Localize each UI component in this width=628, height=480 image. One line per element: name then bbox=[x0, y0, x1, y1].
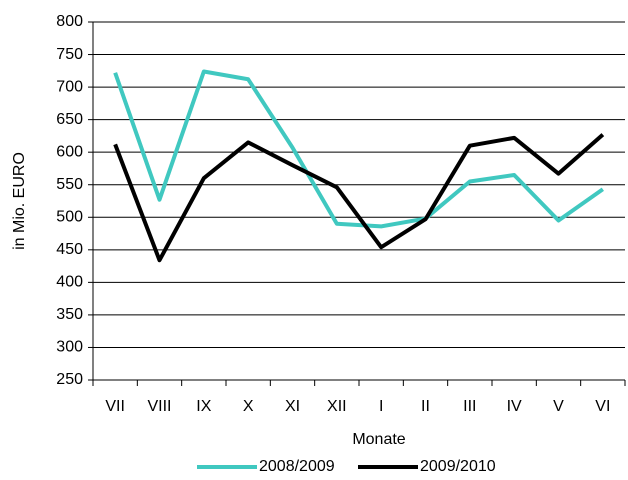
series-line bbox=[113, 69, 604, 229]
x-tick-label: XII bbox=[327, 398, 347, 415]
y-tick-label: 350 bbox=[56, 306, 83, 323]
x-tick-label: VI bbox=[595, 398, 610, 415]
y-tick-label: 650 bbox=[56, 111, 83, 128]
y-tick-label: 700 bbox=[56, 78, 83, 95]
y-tick-label: 550 bbox=[56, 176, 83, 193]
x-tick-label: IX bbox=[196, 398, 211, 415]
y-tick-label: 300 bbox=[56, 339, 83, 356]
y-tick-label: 500 bbox=[56, 208, 83, 225]
x-tick-label: IV bbox=[507, 398, 522, 415]
x-tick-label: V bbox=[553, 398, 564, 415]
legend-label: 2009/2010 bbox=[420, 458, 496, 475]
x-tick-label: II bbox=[421, 398, 430, 415]
x-tick-label: III bbox=[463, 398, 476, 415]
y-axis-label: in Mio. EURO bbox=[11, 152, 28, 250]
series-line bbox=[113, 133, 605, 263]
x-tick-label: XI bbox=[285, 398, 300, 415]
x-tick-label: VIII bbox=[147, 398, 171, 415]
y-tick-label: 800 bbox=[56, 13, 83, 30]
y-tick-label: 250 bbox=[56, 371, 83, 388]
y-tick-label: 600 bbox=[56, 143, 83, 160]
y-tick-label: 400 bbox=[56, 274, 83, 291]
x-axis-label: Monate bbox=[352, 431, 405, 448]
y-tick-label: 450 bbox=[56, 241, 83, 258]
x-tick-label: I bbox=[379, 398, 383, 415]
x-tick-label: VII bbox=[105, 398, 125, 415]
x-tick-label: X bbox=[243, 398, 254, 415]
y-tick-label: 750 bbox=[56, 46, 83, 63]
legend-label: 2008/2009 bbox=[259, 458, 335, 475]
